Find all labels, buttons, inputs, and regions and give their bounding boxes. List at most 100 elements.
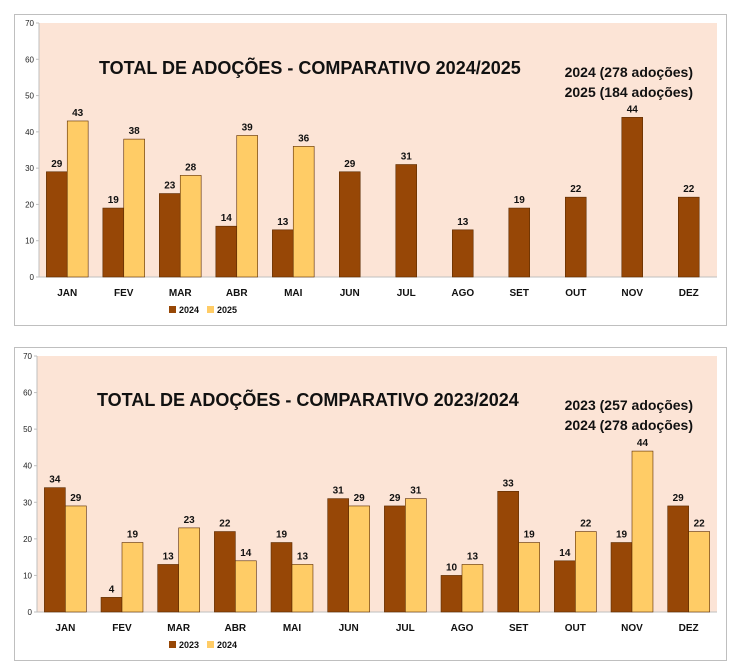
bar-2023-nov: [610, 542, 633, 613]
category-label: JUN: [339, 623, 359, 634]
y-axis: 0 10 20 30 40 50 60 70: [23, 352, 717, 617]
data-label-2024-mai: 13: [297, 551, 309, 562]
bar-2024-set: [508, 207, 531, 278]
legend-entry-2024: 2024: [217, 640, 237, 650]
bar-2024-out: [575, 531, 597, 613]
y-tick-label: 20: [23, 535, 32, 544]
bar-2025-mar: [179, 175, 202, 278]
legend-entry-2024: 2024: [179, 305, 199, 315]
category-label: MAI: [284, 288, 303, 299]
legend-swatch-2024: [169, 306, 176, 313]
data-label-2024-dez: 22: [694, 519, 706, 530]
category-label: OUT: [565, 623, 586, 634]
category-label: ABR: [226, 288, 248, 299]
bar-2023-ago: [440, 575, 463, 613]
data-label-2025-mai: 36: [298, 133, 310, 144]
y-tick-label: 0: [28, 608, 33, 617]
category-label: DEZ: [679, 623, 699, 634]
bar-2024-dez: [677, 196, 700, 278]
y-tick-label: 70: [23, 352, 32, 361]
bar-2024-abr: [235, 560, 257, 613]
bar-2023-mai: [270, 542, 293, 613]
category-label: FEV: [112, 623, 132, 634]
category-label: FEV: [114, 288, 134, 299]
x-axis: JAN FEV MAR ABR MAI JUN JUL AGO SET OUT NOV DEZ: [57, 288, 699, 299]
data-label-2024-jul: 31: [410, 486, 422, 497]
bar-2024-ago: [451, 229, 474, 278]
data-label-2023-mai: 19: [276, 530, 288, 541]
bar-2025-mai: [292, 146, 315, 278]
category-label: MAR: [167, 623, 191, 634]
bar-2023-mar: [157, 564, 179, 613]
chart-subtitle-line-2: 2025 (184 adoções): [565, 84, 693, 100]
y-tick-label: 20: [25, 200, 34, 209]
data-label-2024-abr: 14: [240, 548, 252, 559]
category-label: ABR: [224, 623, 246, 634]
bar-2024-jan: [65, 505, 87, 613]
data-label-2024-mar: 23: [164, 181, 176, 192]
bar-2023-dez: [667, 505, 689, 613]
chart-subtitle-line-1: 2023 (257 adoções): [565, 397, 693, 413]
chart-2023-2024-svg: 0 10 20 30 40 50 60 70 34 29 4 19 13 23 22 14 19 13 31 29 2…: [23, 352, 717, 650]
data-label-2024-fev: 19: [108, 195, 120, 206]
data-label-2025-jan: 43: [72, 108, 84, 119]
y-tick-label: 50: [23, 425, 32, 434]
y-tick-label: 50: [25, 92, 34, 101]
data-label-2025-mar: 28: [185, 162, 197, 173]
bar-2024-fev: [121, 542, 144, 613]
chart-2024-2025: 0 10 20 30 40 50 60 70 29 43 19 38 23 28 14 39 13 36 29 31…: [14, 14, 727, 326]
data-label-2024-mar: 23: [184, 515, 196, 526]
legend: 2023 2024: [169, 640, 237, 650]
y-tick-label: 60: [25, 55, 34, 64]
bar-2025-fev: [123, 138, 145, 278]
data-label-2024-out: 22: [580, 519, 592, 530]
chart-title: TOTAL DE ADOÇÕES - COMPARATIVO 2023/2024: [97, 389, 519, 410]
chart-2023-2024: 0 10 20 30 40 50 60 70 34 29 4 19 13 23 22 14 19 13 31 29 2…: [14, 347, 727, 661]
data-label-2025-fev: 38: [129, 126, 141, 137]
legend-swatch-2024: [207, 641, 214, 648]
category-label: MAI: [283, 623, 302, 634]
data-label-2023-jul: 29: [389, 493, 401, 504]
data-label-2024-nov: 44: [627, 104, 639, 115]
data-label-2024-set: 19: [524, 530, 536, 541]
category-label: NOV: [621, 288, 643, 299]
bar-2024-jul: [395, 164, 418, 278]
y-axis: 0 10 20 30 40 50 60 70: [25, 19, 717, 282]
bar-2024-mai: [272, 229, 294, 278]
y-tick-label: 40: [23, 462, 32, 471]
bar-2024-jun: [348, 505, 370, 613]
data-label-2024-mai: 13: [277, 217, 289, 228]
y-tick-label: 40: [25, 128, 34, 137]
bars: 34 29 4 19 13 23 22 14 19 13 31 29 29 31 10 13 33 19 14 22 1…: [44, 438, 710, 613]
legend-entry-2025: 2025: [217, 305, 237, 315]
legend-swatch-2023: [169, 641, 176, 648]
data-label-2024-jan: 29: [51, 159, 63, 170]
data-label-2023-mar: 13: [163, 551, 175, 562]
plot-area: [37, 356, 717, 612]
bar-2024-nov: [631, 450, 654, 613]
category-label: SET: [509, 623, 528, 634]
y-tick-label: 70: [25, 19, 34, 28]
bar-2023-set: [497, 491, 519, 613]
bar-2024-mar: [159, 193, 181, 278]
data-label-2024-ago: 13: [467, 551, 479, 562]
data-label-2023-jan: 34: [49, 475, 61, 486]
data-label-2024-fev: 19: [127, 530, 139, 541]
category-label: SET: [510, 288, 529, 299]
x-axis: JAN FEV MAR ABR MAI JUN JUL AGO SET OUT NOV DEZ: [55, 623, 698, 634]
bar-2024-ago: [461, 564, 484, 613]
bar-2024-set: [518, 542, 540, 613]
data-label-2023-dez: 29: [673, 493, 685, 504]
data-label-2024-jun: 29: [354, 493, 366, 504]
category-label: NOV: [621, 623, 643, 634]
bar-2023-jun: [327, 498, 349, 613]
category-label: JAN: [57, 288, 77, 299]
bar-2023-jul: [384, 505, 406, 613]
data-label-2024-abr: 14: [221, 213, 233, 224]
y-tick-label: 10: [25, 237, 34, 246]
data-label-2024-nov: 44: [637, 438, 649, 449]
bar-2023-jan: [44, 487, 66, 613]
bar-2024-jan: [46, 171, 68, 278]
bar-2025-jan: [66, 120, 89, 278]
data-label-2024-ago: 13: [457, 217, 469, 228]
